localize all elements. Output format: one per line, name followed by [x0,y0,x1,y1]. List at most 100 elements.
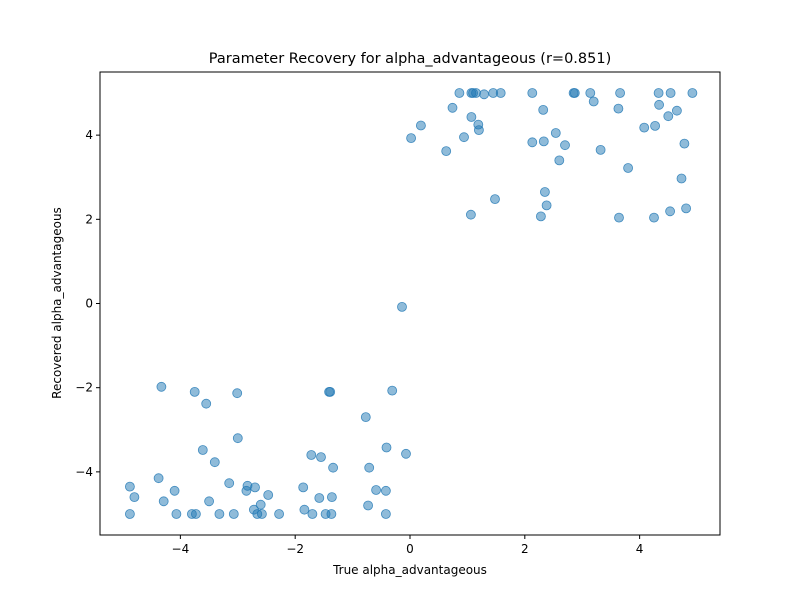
data-point-98 [681,203,691,214]
data-point-61 [471,88,481,98]
data-point-12 [201,398,212,409]
data-point-55 [454,88,465,98]
data-point-69 [527,88,538,98]
data-point-51 [406,133,417,144]
data-point-18 [232,388,243,399]
data-point-10 [190,509,201,519]
data-point-52 [415,120,426,131]
data-point-13 [204,496,215,507]
data-point-90 [653,88,664,98]
data-point-79 [569,88,580,98]
data-point-4 [156,381,167,392]
data-point-16 [224,478,235,489]
x-tick-label: −2 [286,542,304,556]
data-point-29 [298,482,309,493]
data-point-7 [171,509,182,519]
data-point-44 [371,485,382,495]
data-point-37 [325,386,336,397]
y-tick-label: 0 [85,297,93,311]
data-point-67 [495,88,506,98]
data-point-92 [663,111,674,122]
data-point-5 [158,496,169,507]
data-point-11 [197,445,208,455]
data-point-80 [585,88,596,98]
data-point-30 [299,504,310,515]
data-point-94 [665,88,676,98]
x-tick-label: 0 [406,542,414,556]
data-point-84 [614,212,624,223]
chart-title: Parameter Recovery for alpha_advantageou… [209,51,611,67]
data-point-17 [228,509,239,519]
data-point-47 [381,442,392,453]
data-point-46 [380,509,391,519]
data-point-88 [649,212,659,223]
data-point-31 [306,450,317,460]
data-point-40 [328,462,339,473]
data-point-59 [466,112,477,122]
data-point-99 [687,88,698,98]
data-point-96 [676,173,687,184]
points-layer [124,88,698,519]
data-point-45 [380,485,391,496]
data-point-33 [314,493,325,503]
data-point-93 [665,206,675,217]
data-point-27 [263,490,274,500]
data-point-26 [256,509,267,519]
data-point-48 [387,385,398,396]
data-point-54 [447,102,458,113]
data-point-2 [129,492,140,503]
data-point-95 [672,105,682,116]
data-point-56 [459,132,469,143]
data-point-1 [124,509,135,519]
data-point-66 [490,194,500,205]
x-tick-label: −4 [172,542,190,556]
data-point-34 [316,452,326,463]
data-point-71 [538,105,549,115]
data-point-68 [527,137,538,148]
data-point-49 [397,301,407,312]
data-point-76 [554,155,565,166]
data-point-77 [560,140,570,151]
data-point-50 [401,448,411,459]
data-point-3 [153,473,164,484]
x-tick-label: 2 [521,542,529,556]
data-point-42 [363,500,374,511]
data-point-64 [479,89,490,100]
data-point-75 [550,128,561,138]
data-point-43 [364,462,375,473]
data-point-9 [189,386,200,397]
data-point-87 [639,122,650,133]
data-point-70 [536,211,546,222]
data-point-41 [360,412,371,423]
data-point-86 [623,163,633,173]
x-axis-label: True alpha_advantageous [332,563,487,577]
data-point-57 [465,209,476,220]
y-tick-label: −4 [75,465,93,479]
data-point-53 [441,146,452,157]
data-point-0 [124,481,135,492]
data-point-91 [654,99,664,110]
y-axis-label: Recovered alpha_advantageous [50,207,64,399]
data-point-15 [214,509,225,519]
data-point-72 [538,136,549,147]
data-point-97 [679,138,690,149]
data-point-25 [255,499,266,510]
data-point-6 [169,485,180,496]
data-point-32 [307,509,318,519]
data-point-85 [615,88,625,98]
data-point-38 [326,509,337,519]
ticks-layer: −4 −2 0 2 4 −4 −2 0 2 4 [75,128,643,556]
data-point-19 [232,433,243,444]
data-point-28 [274,509,285,519]
y-tick-label: 2 [85,212,93,226]
y-tick-label: −2 [75,381,93,395]
y-tick-label: 4 [85,128,93,142]
x-tick-label: 4 [636,542,644,556]
data-point-83 [613,103,624,114]
data-point-63 [473,125,484,136]
data-point-14 [209,457,220,468]
plot-area-frame [99,71,721,536]
data-point-89 [650,121,660,131]
